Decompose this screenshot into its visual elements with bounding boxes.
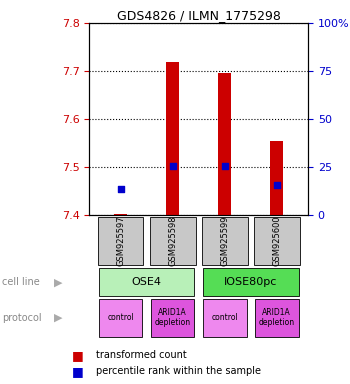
- Point: [118, 186, 123, 192]
- Text: percentile rank within the sample: percentile rank within the sample: [96, 366, 261, 376]
- Point: [170, 163, 175, 169]
- Bar: [270, 141, 283, 215]
- Text: ARID1A
depletion: ARID1A depletion: [154, 308, 191, 328]
- Text: ▶: ▶: [54, 313, 63, 323]
- Text: control: control: [211, 313, 238, 322]
- Text: ■: ■: [72, 365, 84, 378]
- Text: IOSE80pc: IOSE80pc: [224, 277, 278, 287]
- Text: OSE4: OSE4: [132, 277, 162, 287]
- Text: GSM925600: GSM925600: [272, 216, 281, 266]
- Bar: [166, 62, 179, 215]
- Text: cell line: cell line: [2, 277, 40, 287]
- Point: [222, 163, 228, 169]
- Text: GSM925599: GSM925599: [220, 216, 229, 266]
- Text: control: control: [107, 313, 134, 322]
- Text: ▶: ▶: [54, 277, 63, 287]
- Bar: [218, 73, 231, 215]
- Text: ARID1A
depletion: ARID1A depletion: [259, 308, 295, 328]
- Bar: [114, 214, 127, 215]
- Point: [274, 182, 280, 188]
- Text: ■: ■: [72, 349, 84, 362]
- Text: GSM925598: GSM925598: [168, 216, 177, 266]
- Text: protocol: protocol: [2, 313, 41, 323]
- Title: GDS4826 / ILMN_1775298: GDS4826 / ILMN_1775298: [117, 9, 281, 22]
- Text: transformed count: transformed count: [96, 350, 187, 360]
- Text: GSM925597: GSM925597: [116, 216, 125, 266]
